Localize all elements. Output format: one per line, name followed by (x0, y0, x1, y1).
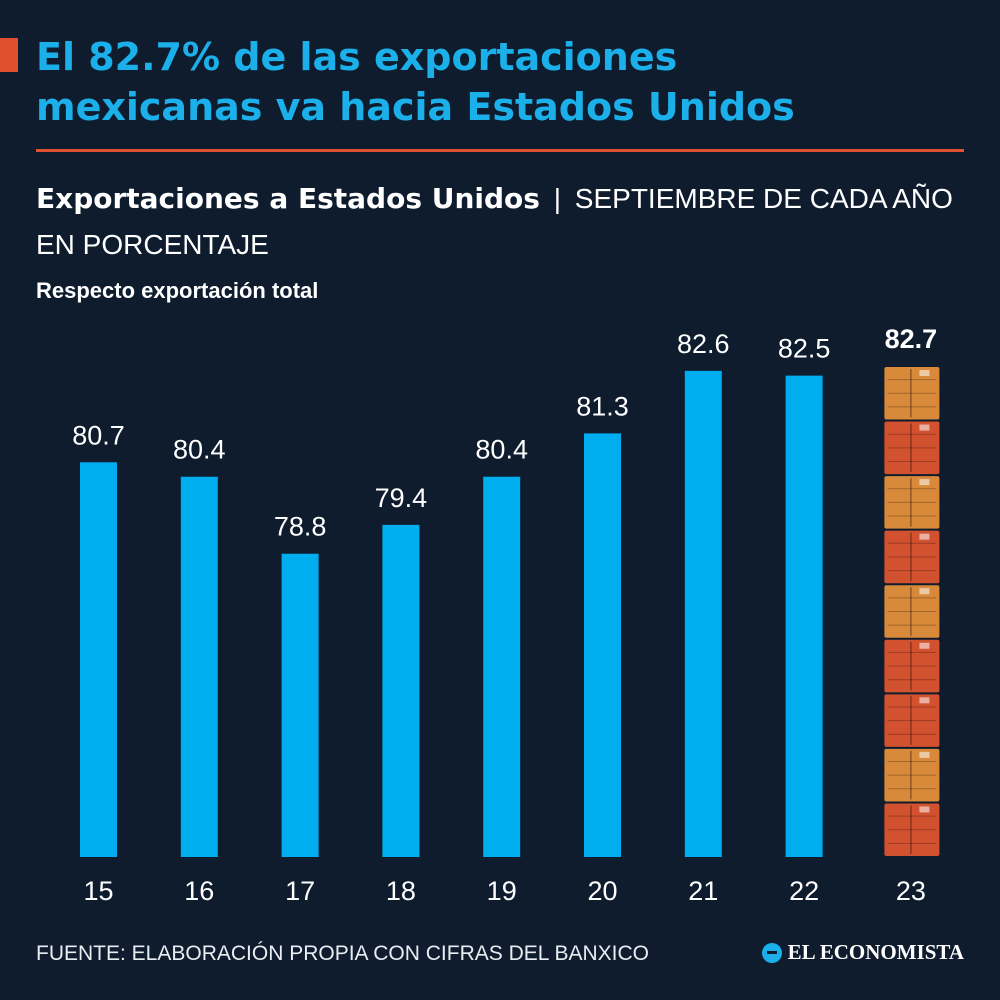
subtitle-rest: SEPTIEMBRE DE CADA AÑO EN PORCENTAJE (36, 183, 953, 260)
bar-21 (684, 370, 722, 857)
bar-15 (80, 462, 117, 857)
x-tick-18: 18 (386, 876, 416, 906)
brand: EL ECONOMISTA (761, 940, 964, 965)
container-label (919, 642, 930, 649)
x-tick-23: 23 (896, 876, 926, 906)
brand-logo-icon (761, 942, 782, 963)
container-block (884, 639, 940, 693)
container-block (884, 585, 940, 638)
value-label-16: 80.4 (173, 435, 226, 465)
container-block (884, 476, 940, 529)
bar-chart: 80.7 15 80.4 16 78.8 17 79.4 18 80.4 19 81.3 20 82.6… (72, 324, 940, 906)
x-tick-17: 17 (285, 876, 315, 906)
container-label (919, 588, 930, 595)
container-label (919, 697, 930, 704)
bar-19 (483, 476, 521, 857)
container-label (919, 370, 930, 376)
subtitle-separator: | (553, 183, 562, 214)
headline-divider (36, 149, 964, 152)
container-block (884, 803, 940, 856)
bar-18 (382, 524, 420, 857)
bar-20 (584, 433, 621, 857)
bar-23-containers (884, 367, 940, 856)
value-label-15: 80.7 (72, 420, 125, 450)
headline-line-1: El 82.7% de las exportaciones (36, 35, 678, 79)
headline-line-2: mexicanas va hacia Estados Unidos (36, 85, 795, 129)
headline: El 82.7% de las exportaciones mexicanas … (36, 32, 976, 132)
brand-name: EL ECONOMISTA (787, 940, 964, 964)
bar-17 (281, 553, 319, 857)
x-tick-20: 20 (587, 876, 617, 906)
container-label (919, 479, 930, 486)
chart-subtitle: Exportaciones a Estados Unidos | SEPTIEM… (36, 176, 966, 268)
bar-22 (785, 375, 823, 857)
container-label (919, 751, 930, 758)
bar-16 (180, 476, 218, 857)
value-label-17: 78.8 (274, 512, 327, 542)
container-block (884, 421, 940, 475)
container-label (919, 533, 930, 540)
container-block (884, 694, 940, 747)
x-tick-16: 16 (184, 876, 214, 906)
value-label-22: 82.5 (778, 334, 831, 364)
value-label-20: 81.3 (576, 391, 629, 421)
x-tick-19: 19 (487, 876, 517, 906)
value-label-23: 82.7 (885, 324, 938, 354)
container-block (884, 367, 940, 420)
x-tick-22: 22 (789, 876, 819, 906)
x-tick-21: 21 (688, 876, 718, 906)
value-label-18: 79.4 (375, 483, 428, 513)
container-label (919, 806, 930, 813)
source-note: FUENTE: ELABORACIÓN PROPIA CON CIFRAS DE… (36, 942, 650, 965)
container-label (919, 424, 930, 431)
x-tick-15: 15 (83, 876, 113, 906)
axis-note: Respecto exportación total (36, 278, 319, 303)
value-label-21: 82.6 (677, 329, 730, 359)
accent-tab (0, 38, 18, 72)
container-block (884, 530, 940, 584)
subtitle-bold: Exportaciones a Estados Unidos (36, 182, 540, 215)
container-block (884, 748, 940, 802)
value-label-19: 80.4 (475, 435, 528, 465)
